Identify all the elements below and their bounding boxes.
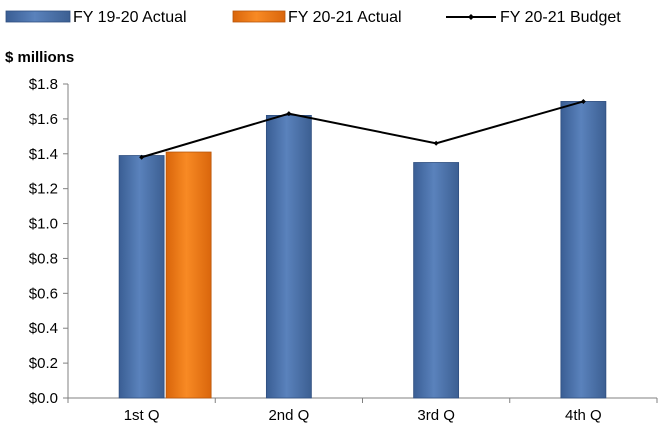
budget-point: [580, 98, 586, 104]
legend: FY 19-20 Actual FY 20-21 Actual FY 20-21…: [5, 9, 621, 26]
budget-line: [141, 100, 584, 159]
y-tick-label: $0.0: [29, 390, 58, 407]
budget-line-group: [139, 98, 586, 160]
legend-label-fy1920-actual: FY 19-20 Actual: [73, 9, 187, 26]
x-tick-label: 3rd Q: [417, 407, 455, 424]
legend-item-fy1920-actual: FY 19-20 Actual: [5, 9, 187, 26]
y-tick-label: $1.0: [29, 216, 58, 233]
x-ticks: 1st Q 2nd Q 3rd Q 4th Q: [67, 398, 658, 424]
bars: [118, 101, 607, 399]
y-ticks: $0.0 $0.2 $0.4 $0.6 $0.8 $1.0 $1.2 $1.4 $1.6 $1.8: [29, 76, 68, 407]
y-tick-label: $1.4: [29, 146, 58, 163]
y-tick-label: $0.4: [29, 320, 58, 337]
bar-fy1920-actual: [560, 101, 607, 399]
bar-fy2021-actual: [165, 151, 212, 399]
x-tick-label: 2nd Q: [268, 407, 309, 424]
bar-fy1920-actual: [413, 162, 460, 399]
legend-swatch-fy1920-actual: [5, 10, 71, 23]
x-tick-label: 4th Q: [565, 407, 602, 424]
y-tick-label: $0.2: [29, 355, 58, 372]
legend-marker-fy2021-budget: [468, 14, 474, 20]
x-tick-label: 1st Q: [124, 407, 160, 424]
bar-fy1920-actual: [118, 155, 165, 399]
bar-fy1920-actual: [265, 115, 312, 399]
y-tick-label: $1.8: [29, 76, 58, 93]
y-tick-label: $0.8: [29, 250, 58, 267]
budget-point: [433, 140, 439, 146]
legend-label-fy2021-actual: FY 20-21 Actual: [288, 9, 402, 26]
y-tick-label: $0.6: [29, 285, 58, 302]
budget-point: [286, 111, 292, 117]
y-tick-label: $1.6: [29, 111, 58, 128]
y-axis-title: $ millions: [5, 49, 74, 66]
legend-label-fy2021-budget: FY 20-21 Budget: [500, 9, 621, 26]
legend-item-fy2021-actual: FY 20-21 Actual: [232, 9, 402, 26]
budget-point: [139, 154, 145, 160]
y-tick-label: $1.2: [29, 181, 58, 198]
legend-swatch-fy2021-actual: [232, 10, 286, 23]
legend-item-fy2021-budget: FY 20-21 Budget: [446, 9, 621, 26]
